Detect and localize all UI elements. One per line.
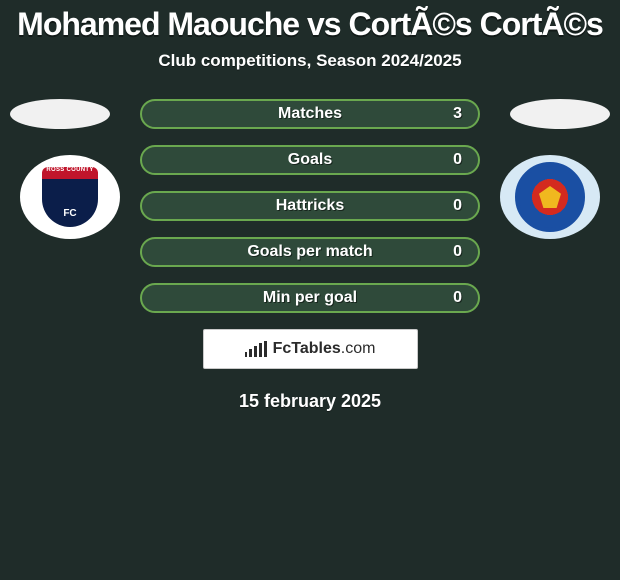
ross-county-crest-icon <box>42 167 98 227</box>
stat-label: Hattricks <box>276 197 344 215</box>
stat-value-right: 3 <box>453 105 462 123</box>
rangers-crest-icon <box>515 162 585 232</box>
page-title: Mohamed Maouche vs CortÃ©s CortÃ©s <box>0 0 620 43</box>
stat-label: Matches <box>278 105 342 123</box>
club-badge-right <box>500 155 600 239</box>
bar-chart-icon <box>245 341 267 357</box>
stat-value-right: 0 <box>453 151 462 169</box>
stat-label: Goals <box>288 151 332 169</box>
stat-bars: Matches 3 Goals 0 Hattricks 0 Goals per … <box>140 99 480 313</box>
fctables-logo-text: FcTables.com <box>273 340 376 358</box>
comparison-date: 15 february 2025 <box>0 391 620 412</box>
stat-value-right: 0 <box>453 289 462 307</box>
player-right-oval <box>510 99 610 129</box>
stat-bar-goals-per-match: Goals per match 0 <box>140 237 480 267</box>
comparison-stage: Matches 3 Goals 0 Hattricks 0 Goals per … <box>0 99 620 412</box>
fctables-logo-box: FcTables.com <box>203 329 418 369</box>
club-badge-left <box>20 155 120 239</box>
stat-bar-min-per-goal: Min per goal 0 <box>140 283 480 313</box>
stat-label: Goals per match <box>247 243 372 261</box>
stat-value-right: 0 <box>453 197 462 215</box>
rangers-lion-icon <box>539 186 561 208</box>
logo-brand: FcTables <box>273 340 341 357</box>
stat-value-right: 0 <box>453 243 462 261</box>
stat-label: Min per goal <box>263 289 357 307</box>
stat-bar-matches: Matches 3 <box>140 99 480 129</box>
logo-domain: .com <box>341 340 376 357</box>
stat-bar-hattricks: Hattricks 0 <box>140 191 480 221</box>
stat-bar-goals: Goals 0 <box>140 145 480 175</box>
subtitle: Club competitions, Season 2024/2025 <box>0 51 620 71</box>
player-left-oval <box>10 99 110 129</box>
